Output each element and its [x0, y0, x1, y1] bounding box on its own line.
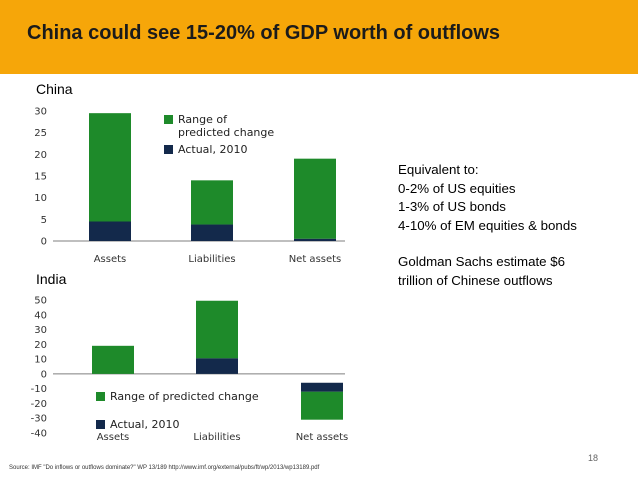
bar-range	[89, 113, 131, 222]
y-tick-label: 10	[34, 355, 47, 366]
bar-range	[191, 180, 233, 225]
y-tick-label: 10	[34, 193, 47, 204]
y-tick-label: 15	[34, 172, 47, 183]
india-chart-title: India	[36, 271, 67, 287]
legend-label: Actual, 2010	[178, 143, 247, 156]
legend-label: Actual, 2010	[110, 418, 179, 431]
title-bar	[0, 0, 638, 74]
legend-swatch	[96, 420, 105, 429]
legend-label: Range of predicted change	[110, 390, 259, 403]
notes-panel: Equivalent to: 0-2% of US equities 1-3% …	[398, 161, 634, 290]
bar-actual	[196, 358, 238, 374]
notes-line: 4-10% of EM equities & bonds	[398, 217, 577, 233]
y-tick-label: -20	[31, 399, 47, 410]
legend-swatch	[164, 145, 173, 154]
china-chart-title: China	[36, 81, 73, 97]
india-bar-chart: 50 40 30 20 10 0 -10 -20 -30 -40 Assets Liabilities…	[31, 296, 349, 444]
y-tick-label: 20	[34, 340, 47, 351]
legend-label: Range of	[178, 113, 228, 126]
page-number: 18	[588, 453, 599, 463]
y-tick-label: 50	[34, 296, 47, 307]
notes-estimate-line: Goldman Sachs estimate $6	[398, 254, 566, 269]
notes-line: 0-2% of US equities	[398, 180, 516, 196]
y-tick-label: 25	[34, 128, 47, 139]
notes-estimate-line: trillion of Chinese outflows	[398, 272, 553, 288]
category-label: Net assets	[289, 254, 342, 265]
y-tick-label: 0	[41, 369, 47, 380]
y-tick-label: -10	[31, 384, 47, 395]
bar-actual	[294, 238, 336, 241]
y-tick-label: 0	[41, 237, 47, 248]
y-tick-label: 20	[34, 150, 47, 161]
bar-actual	[301, 382, 343, 392]
slide-title: China could see 15-20% of GDP worth of o…	[27, 22, 501, 44]
legend-label: predicted change	[178, 126, 274, 139]
y-tick-label: 30	[34, 325, 47, 336]
bar-actual	[89, 221, 131, 241]
bar-actual	[191, 224, 233, 241]
notes-heading: Equivalent to:	[398, 162, 479, 177]
bar-range	[301, 391, 343, 420]
legend-swatch	[96, 392, 105, 401]
category-label: Net assets	[296, 432, 349, 443]
source-note: Source: IMF "Do inflows or outflows domi…	[9, 465, 320, 471]
category-label: Assets	[94, 254, 127, 265]
y-tick-label: -40	[31, 429, 47, 440]
y-tick-label: 30	[34, 107, 47, 118]
bar-range	[294, 158, 336, 239]
category-label: Liabilities	[193, 432, 240, 443]
y-tick-label: 40	[34, 310, 47, 321]
bar-range	[92, 345, 134, 374]
china-bar-chart: 0 5 10 15 20 25 30 Assets Liabilities Net assets R…	[34, 107, 345, 265]
category-label: Liabilities	[188, 254, 235, 265]
y-tick-label: -30	[31, 414, 47, 425]
legend-swatch	[164, 115, 173, 124]
category-label: Assets	[97, 432, 130, 443]
notes-line: 1-3% of US bonds	[398, 199, 506, 214]
bar-range	[196, 300, 238, 359]
y-tick-label: 5	[41, 215, 47, 226]
